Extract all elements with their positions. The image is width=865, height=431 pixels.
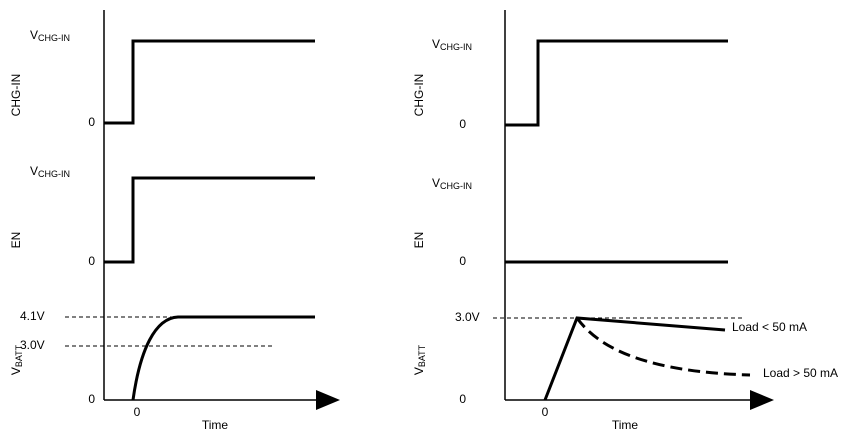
label-main: V: [412, 367, 426, 375]
signal-name: CHG-IN: [412, 74, 426, 117]
level-label: 3.0V: [20, 338, 45, 352]
signal: [131, 315, 315, 401]
level-label: 0: [88, 392, 95, 406]
label-sub: CHG-IN: [38, 169, 70, 179]
label-main: V: [432, 176, 440, 190]
time-origin: 0: [134, 405, 141, 419]
level-label: 0: [459, 117, 466, 131]
label-sub: BATT: [417, 344, 427, 367]
level-label: 0: [459, 254, 466, 268]
level-label: VCHG-IN: [30, 28, 70, 43]
label-sub: BATT: [14, 344, 24, 367]
arrowhead: [750, 390, 774, 410]
left-panel: CHG-IN VCHG-IN 0 EN VCHG-IN 0 VBATT 4.1V…: [9, 10, 340, 431]
label-sub: CHG-IN: [440, 181, 472, 191]
signal-name: EN: [9, 232, 23, 249]
signal-name: VBATT: [9, 344, 24, 375]
level-label: 3.0V: [455, 310, 480, 324]
time-origin: 0: [542, 405, 549, 419]
signal: [543, 316, 726, 401]
signal-heavy-load: [575, 317, 751, 377]
annotation: Load > 50 mA: [763, 366, 838, 380]
level-label: 0: [88, 254, 95, 268]
label-main: V: [30, 164, 38, 178]
signal-name: CHG-IN: [9, 74, 23, 117]
label-sub: CHG-IN: [38, 33, 70, 43]
label-sub: CHG-IN: [440, 42, 472, 52]
label-main: V: [432, 37, 440, 51]
axis-label: Time: [612, 418, 639, 431]
annotation: Load < 50 mA: [732, 320, 807, 334]
label-main: V: [30, 28, 38, 42]
label-main: V: [9, 367, 23, 375]
level-label: VCHG-IN: [432, 37, 472, 52]
level-label: VCHG-IN: [30, 164, 70, 179]
level-label: 0: [88, 115, 95, 129]
level-label: 0: [459, 392, 466, 406]
signal: [104, 176, 315, 264]
level-label: VCHG-IN: [432, 176, 472, 191]
signal: [104, 39, 315, 125]
signal: [505, 39, 728, 127]
axis-label: Time: [202, 418, 229, 431]
arrowhead: [316, 390, 340, 410]
signal-name: EN: [412, 232, 426, 249]
right-panel: CHG-IN VCHG-IN 0 EN VCHG-IN 0 VBATT 3.0V…: [412, 10, 838, 431]
level-label: 4.1V: [20, 309, 45, 323]
signal-name: VBATT: [412, 344, 427, 375]
